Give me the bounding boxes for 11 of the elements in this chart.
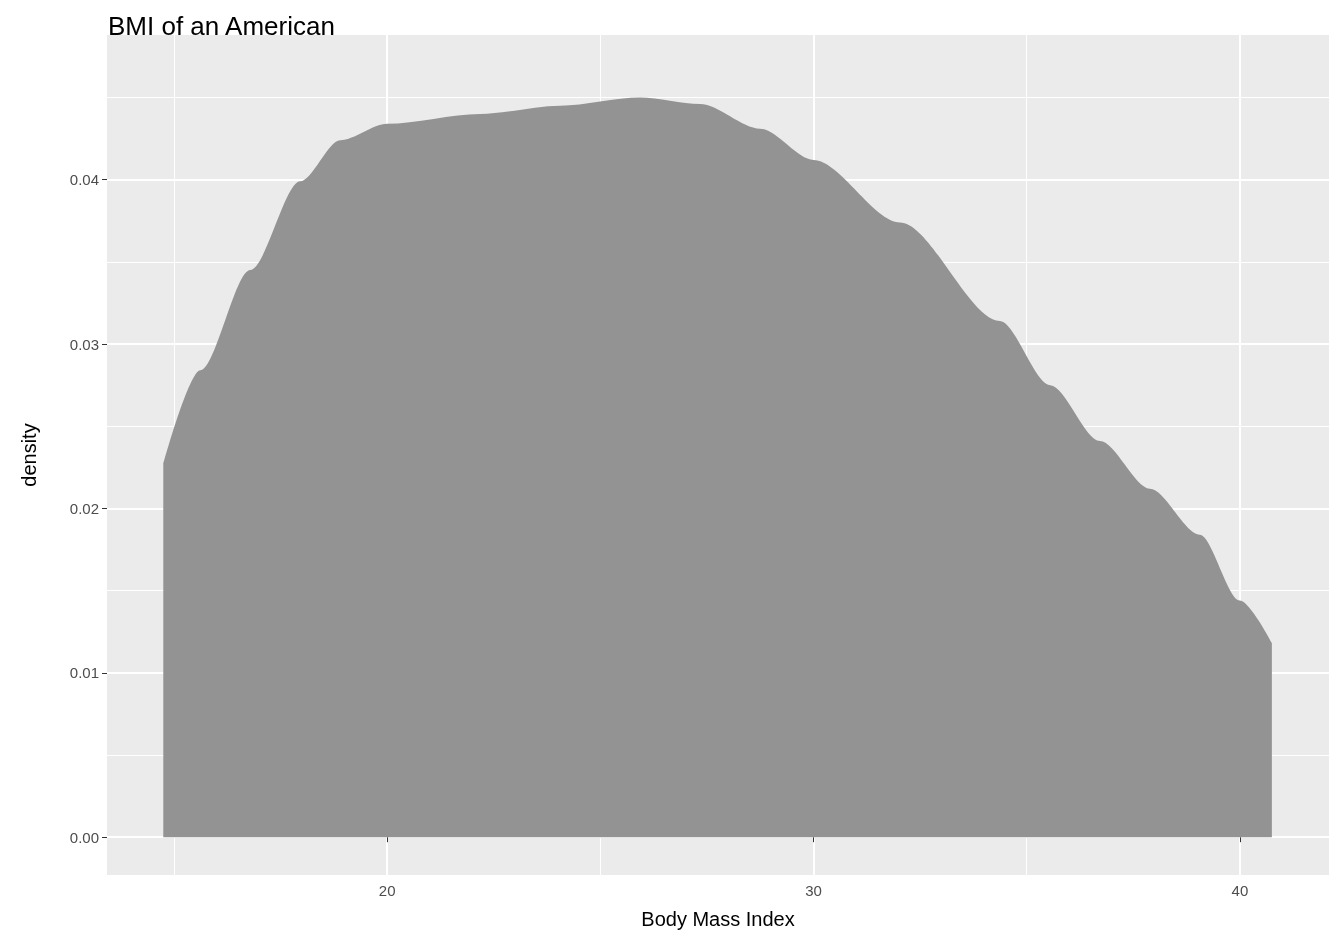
chart-title: BMI of an American	[108, 11, 335, 41]
x-axis-title: Body Mass Index	[641, 908, 795, 930]
y-tick-label: 0.03	[69, 335, 99, 353]
y-tick-label: 0.01	[69, 664, 99, 682]
x-tick-label: 40	[1231, 882, 1249, 899]
y-tick-label: 0.04	[69, 171, 99, 189]
y-tick-label: 0.00	[69, 828, 99, 846]
x-tick-label: 20	[378, 882, 396, 899]
x-tick-label: 30	[805, 882, 822, 899]
y-axis-title: density	[18, 423, 40, 487]
y-tick-label: 0.02	[69, 499, 99, 517]
